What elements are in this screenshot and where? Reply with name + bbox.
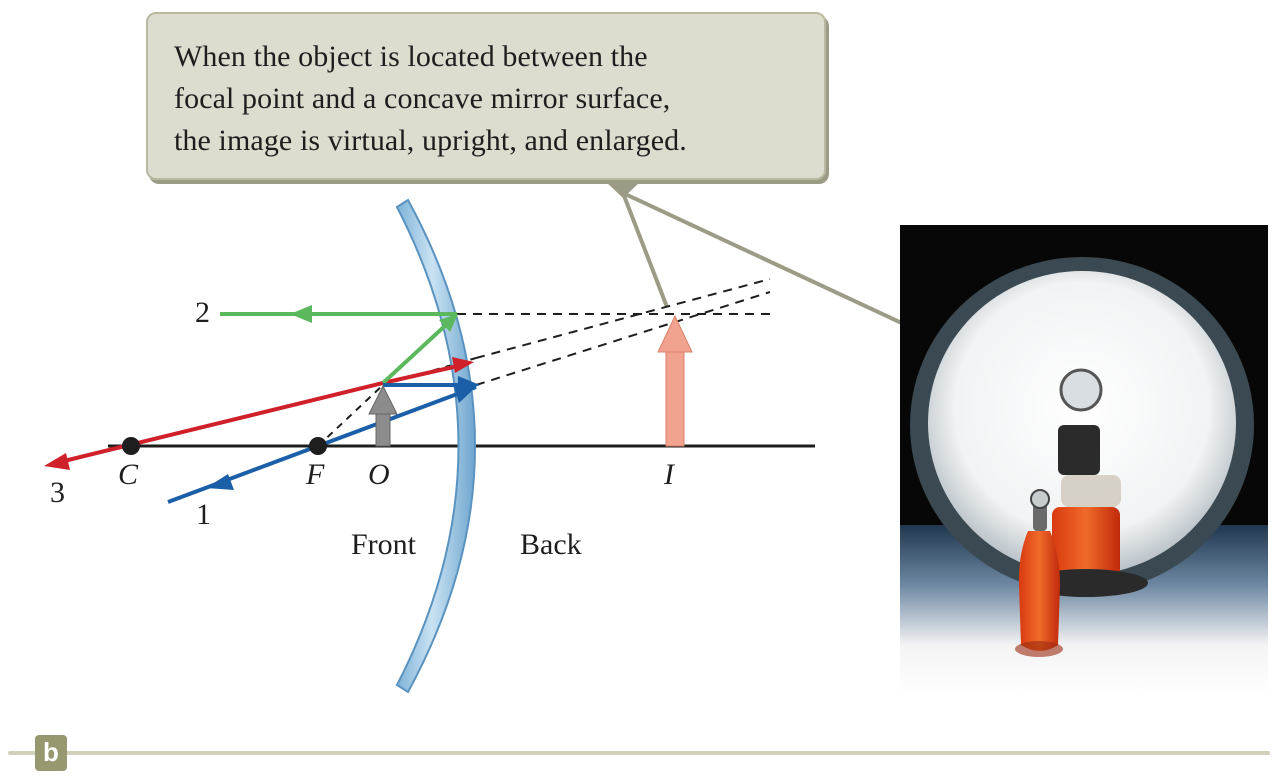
label-front: Front	[351, 528, 417, 561]
ray2-reflected-arrowhead	[290, 305, 312, 323]
image-arrow-head	[657, 314, 693, 353]
ray-3-label: 3	[50, 476, 65, 509]
focal-construction-line	[317, 384, 384, 447]
ray3-reflected	[59, 381, 384, 464]
concave-mirror	[395, 198, 476, 694]
ray2-incident	[381, 322, 449, 385]
ray-2-label: 2	[195, 296, 210, 329]
callout-pointer-tip	[606, 182, 640, 198]
panel-divider-rule	[8, 751, 1270, 755]
caption-line-3: the image is virtual, upright, and enlar…	[174, 124, 687, 157]
concave-mirror-photo	[900, 225, 1268, 697]
ray3-virtual-extension	[475, 278, 771, 359]
ray3-reflected-arrowhead	[44, 453, 70, 470]
object-arrow-head	[368, 384, 398, 415]
focal-point	[309, 437, 327, 455]
ray1-mid-arrowhead	[206, 474, 234, 490]
label-i: I	[664, 458, 674, 491]
caption-line-2: focal point and a concave mirror surface…	[174, 82, 671, 115]
panel-label-badge: b	[35, 735, 67, 771]
ray3-incident-arrowhead	[452, 357, 474, 373]
object-arrow-shaft	[375, 409, 391, 447]
ray-1-label: 1	[196, 498, 211, 531]
ray2-incident-arrowhead	[439, 314, 458, 332]
ray3-incident	[382, 364, 459, 385]
photo-illustration	[900, 225, 1268, 697]
label-c: C	[118, 458, 139, 491]
center-of-curvature-point	[122, 437, 140, 455]
image-arrow-shaft	[665, 349, 685, 447]
ray1-reflected-arrowhead	[454, 387, 476, 403]
label-f: F	[306, 458, 325, 491]
ray1-virtual-extension	[475, 291, 771, 386]
label-back: Back	[520, 528, 582, 561]
label-o: O	[368, 458, 390, 491]
caption-line-1: When the object is located between the	[174, 40, 648, 73]
caption-callout: When the object is located between the f…	[146, 12, 826, 180]
